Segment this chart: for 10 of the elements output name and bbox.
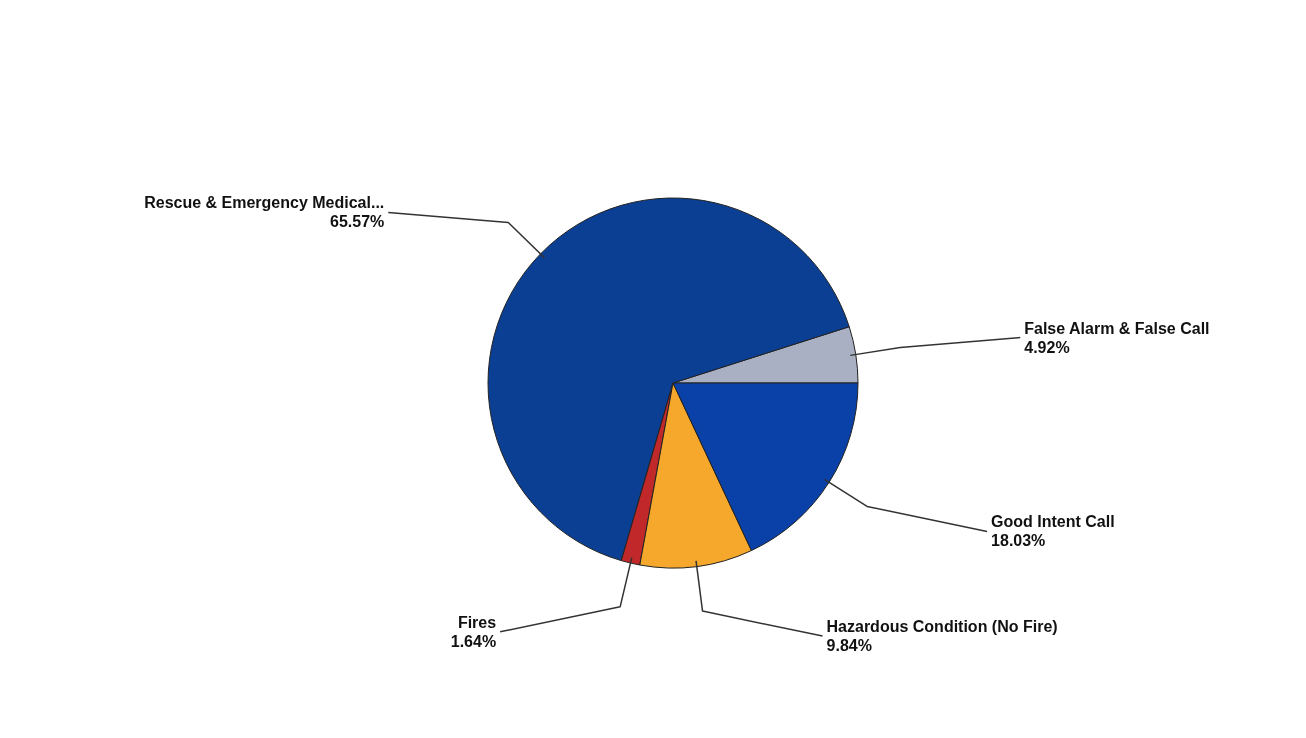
data-label: 9.84%	[826, 637, 872, 655]
data-label: 1.64%	[450, 632, 497, 650]
data-label: 4.92%	[1024, 338, 1070, 356]
slice-label: Rescue & Emergency Medical...	[144, 194, 385, 212]
slice-label: Good Intent Call	[991, 513, 1115, 531]
data-label: 18.03%	[991, 532, 1046, 550]
slice-label: False Alarm & False Call	[1024, 319, 1210, 337]
slice-label: Fires	[457, 613, 497, 631]
data-label: 65.57%	[330, 213, 385, 231]
slice-label: Hazardous Condition (No Fire)	[826, 618, 1058, 636]
